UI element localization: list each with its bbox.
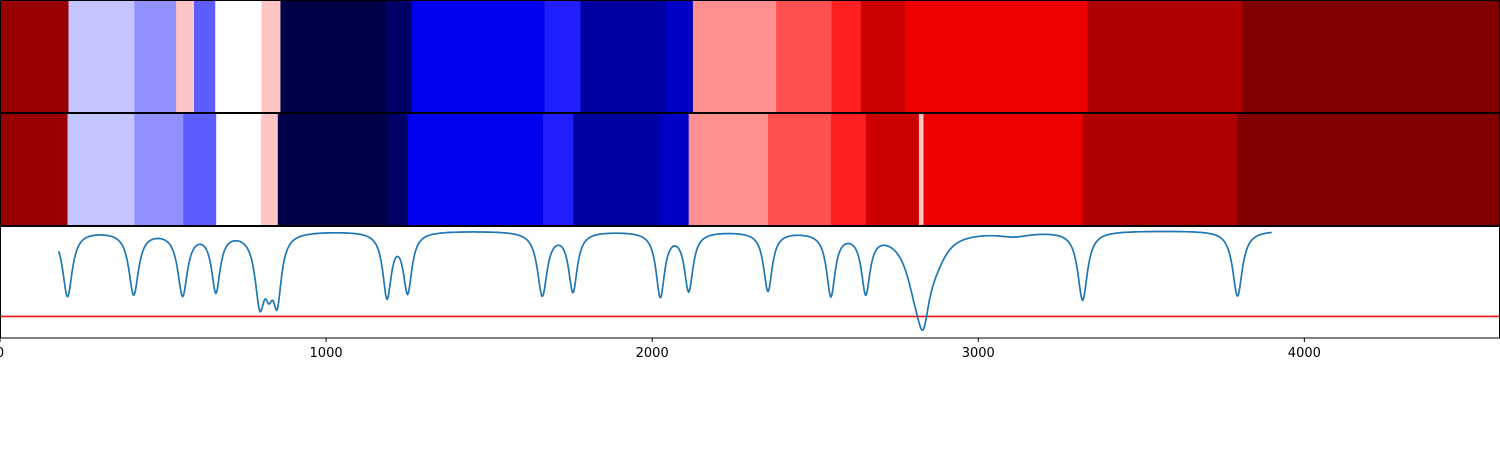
middle-track-segment bbox=[387, 114, 409, 225]
top-track-segment bbox=[544, 1, 582, 112]
middle-track-segment bbox=[660, 114, 690, 225]
x-axis: 0 1000 2000 3000 4000 bbox=[0, 338, 1321, 361]
top-track-segment bbox=[665, 1, 694, 112]
heatmap-track-middle bbox=[0, 114, 1500, 225]
line-plot-panel: 0 1000 2000 3000 4000 bbox=[0, 226, 1500, 361]
top-track-segment bbox=[1087, 1, 1243, 112]
x-tick-label: 0 bbox=[0, 346, 4, 361]
middle-track-segment bbox=[134, 114, 184, 225]
x-tick-label: 3000 bbox=[962, 346, 995, 361]
middle-track-segment bbox=[277, 114, 388, 225]
signal-line bbox=[57, 230, 1272, 331]
top-track-segment bbox=[176, 1, 195, 112]
top-track-segment bbox=[68, 1, 135, 112]
middle-track-segment bbox=[67, 114, 135, 225]
middle-track-segment bbox=[865, 114, 920, 225]
plot-lines bbox=[0, 230, 1500, 331]
top-track-segment bbox=[831, 1, 862, 112]
middle-track-segment bbox=[830, 114, 867, 225]
middle-track-segment bbox=[407, 114, 544, 225]
top-track-segment bbox=[280, 1, 388, 112]
middle-track-segment bbox=[573, 114, 661, 225]
top-track-segment bbox=[904, 1, 1089, 112]
top-track-segment bbox=[1242, 1, 1500, 112]
top-track-segment bbox=[776, 1, 833, 112]
top-track-segment bbox=[580, 1, 666, 112]
middle-track-segment bbox=[918, 114, 925, 225]
middle-track-segment bbox=[216, 114, 262, 225]
top-track-segment bbox=[386, 1, 413, 112]
top-track-segment bbox=[0, 1, 70, 112]
middle-track-segment bbox=[0, 114, 69, 225]
middle-track-segment bbox=[183, 114, 217, 225]
top-track-segment bbox=[411, 1, 546, 112]
middle-track-segment bbox=[542, 114, 574, 225]
top-track-segment bbox=[194, 1, 216, 112]
middle-track-segment bbox=[688, 114, 769, 225]
x-tick-label: 2000 bbox=[636, 346, 669, 361]
middle-track-segment bbox=[767, 114, 832, 225]
middle-track-segment bbox=[1082, 114, 1239, 225]
middle-track-segment bbox=[923, 114, 1084, 225]
top-track-segment bbox=[692, 1, 777, 112]
middle-track-segment bbox=[1237, 114, 1500, 225]
plot-background bbox=[0, 226, 1500, 338]
heatmap-track-top bbox=[0, 1, 1500, 112]
x-tick-label: 4000 bbox=[1288, 346, 1321, 361]
top-track-segment bbox=[261, 1, 282, 112]
middle-track-segment bbox=[260, 114, 279, 225]
top-track-segment bbox=[134, 1, 177, 112]
x-tick-label: 1000 bbox=[310, 346, 343, 361]
top-track-segment bbox=[860, 1, 906, 112]
top-track-segment bbox=[215, 1, 263, 112]
